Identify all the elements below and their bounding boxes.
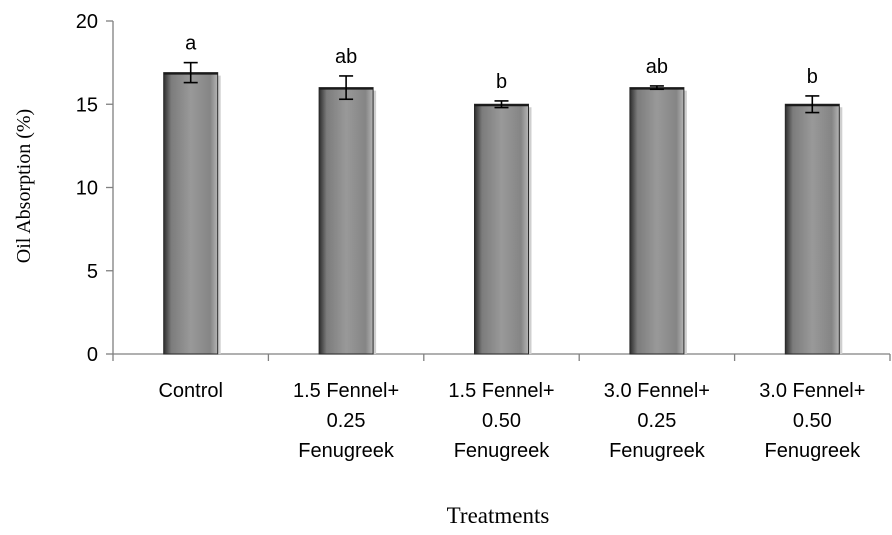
bar <box>474 103 529 355</box>
chart-labels: a Control ab 1.5 Fennel+ 0.25 Fenugreek b 1.5 F… <box>158 33 865 462</box>
x-tick-label-line: 1.5 Fennel+ <box>448 380 554 402</box>
y-tick-label: 0 <box>87 344 98 366</box>
x-tick-label-line: 3.0 Fennel+ <box>759 380 865 402</box>
bar <box>163 72 219 355</box>
y-tick-label: 10 <box>76 178 98 200</box>
y-tick-label: 5 <box>87 261 98 283</box>
bar <box>784 103 840 355</box>
x-tick-label-line: 0.25 <box>637 410 676 432</box>
significance-letter: b <box>807 66 818 88</box>
chart-bars <box>163 61 843 355</box>
x-tick-label-line: Fenugreek <box>609 440 706 462</box>
significance-letter: b <box>496 71 507 93</box>
significance-letter: ab <box>335 46 357 68</box>
x-tick-label: 1.5 Fennel+ 0.50 Fenugreek <box>448 380 554 462</box>
x-tick-label-line: 0.25 <box>327 410 366 432</box>
significance-letter: ab <box>646 56 668 78</box>
y-tick-label: 15 <box>76 94 98 116</box>
x-tick-label: 3.0 Fennel+ 0.50 Fenugreek <box>759 380 865 462</box>
significance-letter: a <box>185 33 197 55</box>
x-tick-label-line: 0.50 <box>482 410 521 432</box>
chart-axes: 0 5 10 15 20 <box>76 11 891 366</box>
x-tick-label-line: Fenugreek <box>764 440 861 462</box>
x-tick-label-line: 0.50 <box>793 410 832 432</box>
x-tick-label-line: Fenugreek <box>454 440 551 462</box>
bar <box>318 87 374 355</box>
x-tick-label: Control <box>158 380 222 402</box>
x-axis-label: Treatments <box>447 503 550 528</box>
x-tick-label: 3.0 Fennel+ 0.25 Fenugreek <box>604 380 710 462</box>
x-tick-label-line: 1.5 Fennel+ <box>293 380 399 402</box>
y-tick-label: 20 <box>76 11 98 33</box>
x-tick-label-line: 3.0 Fennel+ <box>604 380 710 402</box>
x-tick-label-line: Control <box>158 380 222 402</box>
x-tick-label-line: Fenugreek <box>298 440 395 462</box>
y-axis-label: Oil Absorption (%) <box>13 109 35 263</box>
x-tick-label: 1.5 Fennel+ 0.25 Fenugreek <box>293 380 399 462</box>
bar <box>629 87 685 355</box>
